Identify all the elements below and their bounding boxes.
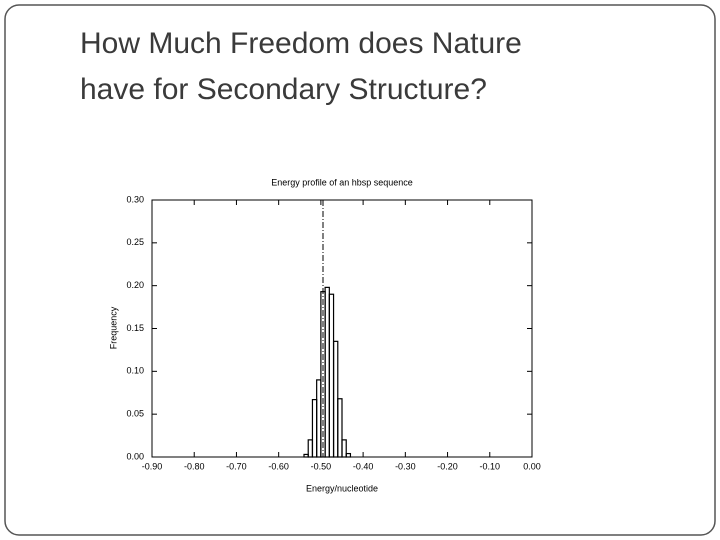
x-tick-label: -0.60 <box>268 461 289 471</box>
y-tick-label: 0.00 <box>126 451 144 461</box>
x-axis-label: Energy/nucleotide <box>306 483 378 493</box>
slide-title: have for Secondary Structure? <box>80 73 487 106</box>
x-tick-label: -0.80 <box>184 461 205 471</box>
y-tick-label: 0.25 <box>126 237 144 247</box>
y-axis-label: Frequency <box>108 306 118 349</box>
x-tick-label: -0.70 <box>226 461 247 471</box>
histogram-bar <box>337 398 343 458</box>
x-tick-label: -0.20 <box>437 461 458 471</box>
chart-title: Energy profile of an hbsp sequence <box>271 177 413 187</box>
y-tick-label: 0.20 <box>126 280 144 290</box>
x-tick-label: -0.30 <box>395 461 416 471</box>
histogram-bar <box>341 439 347 458</box>
histogram-bar <box>345 452 352 458</box>
x-tick-label: -0.90 <box>142 461 163 471</box>
y-tick-label: 0.10 <box>126 366 144 376</box>
slide-title: How Much Freedom does Nature <box>80 27 522 60</box>
x-tick-label: 0.00 <box>523 461 541 471</box>
y-tick-label: 0.30 <box>126 194 144 204</box>
x-tick-label: -0.10 <box>480 461 501 471</box>
x-tick-label: -0.50 <box>311 461 332 471</box>
slide-frame <box>4 4 716 536</box>
y-tick-label: 0.05 <box>126 409 144 419</box>
x-tick-label: -0.40 <box>353 461 374 471</box>
y-tick-label: 0.15 <box>126 323 144 333</box>
